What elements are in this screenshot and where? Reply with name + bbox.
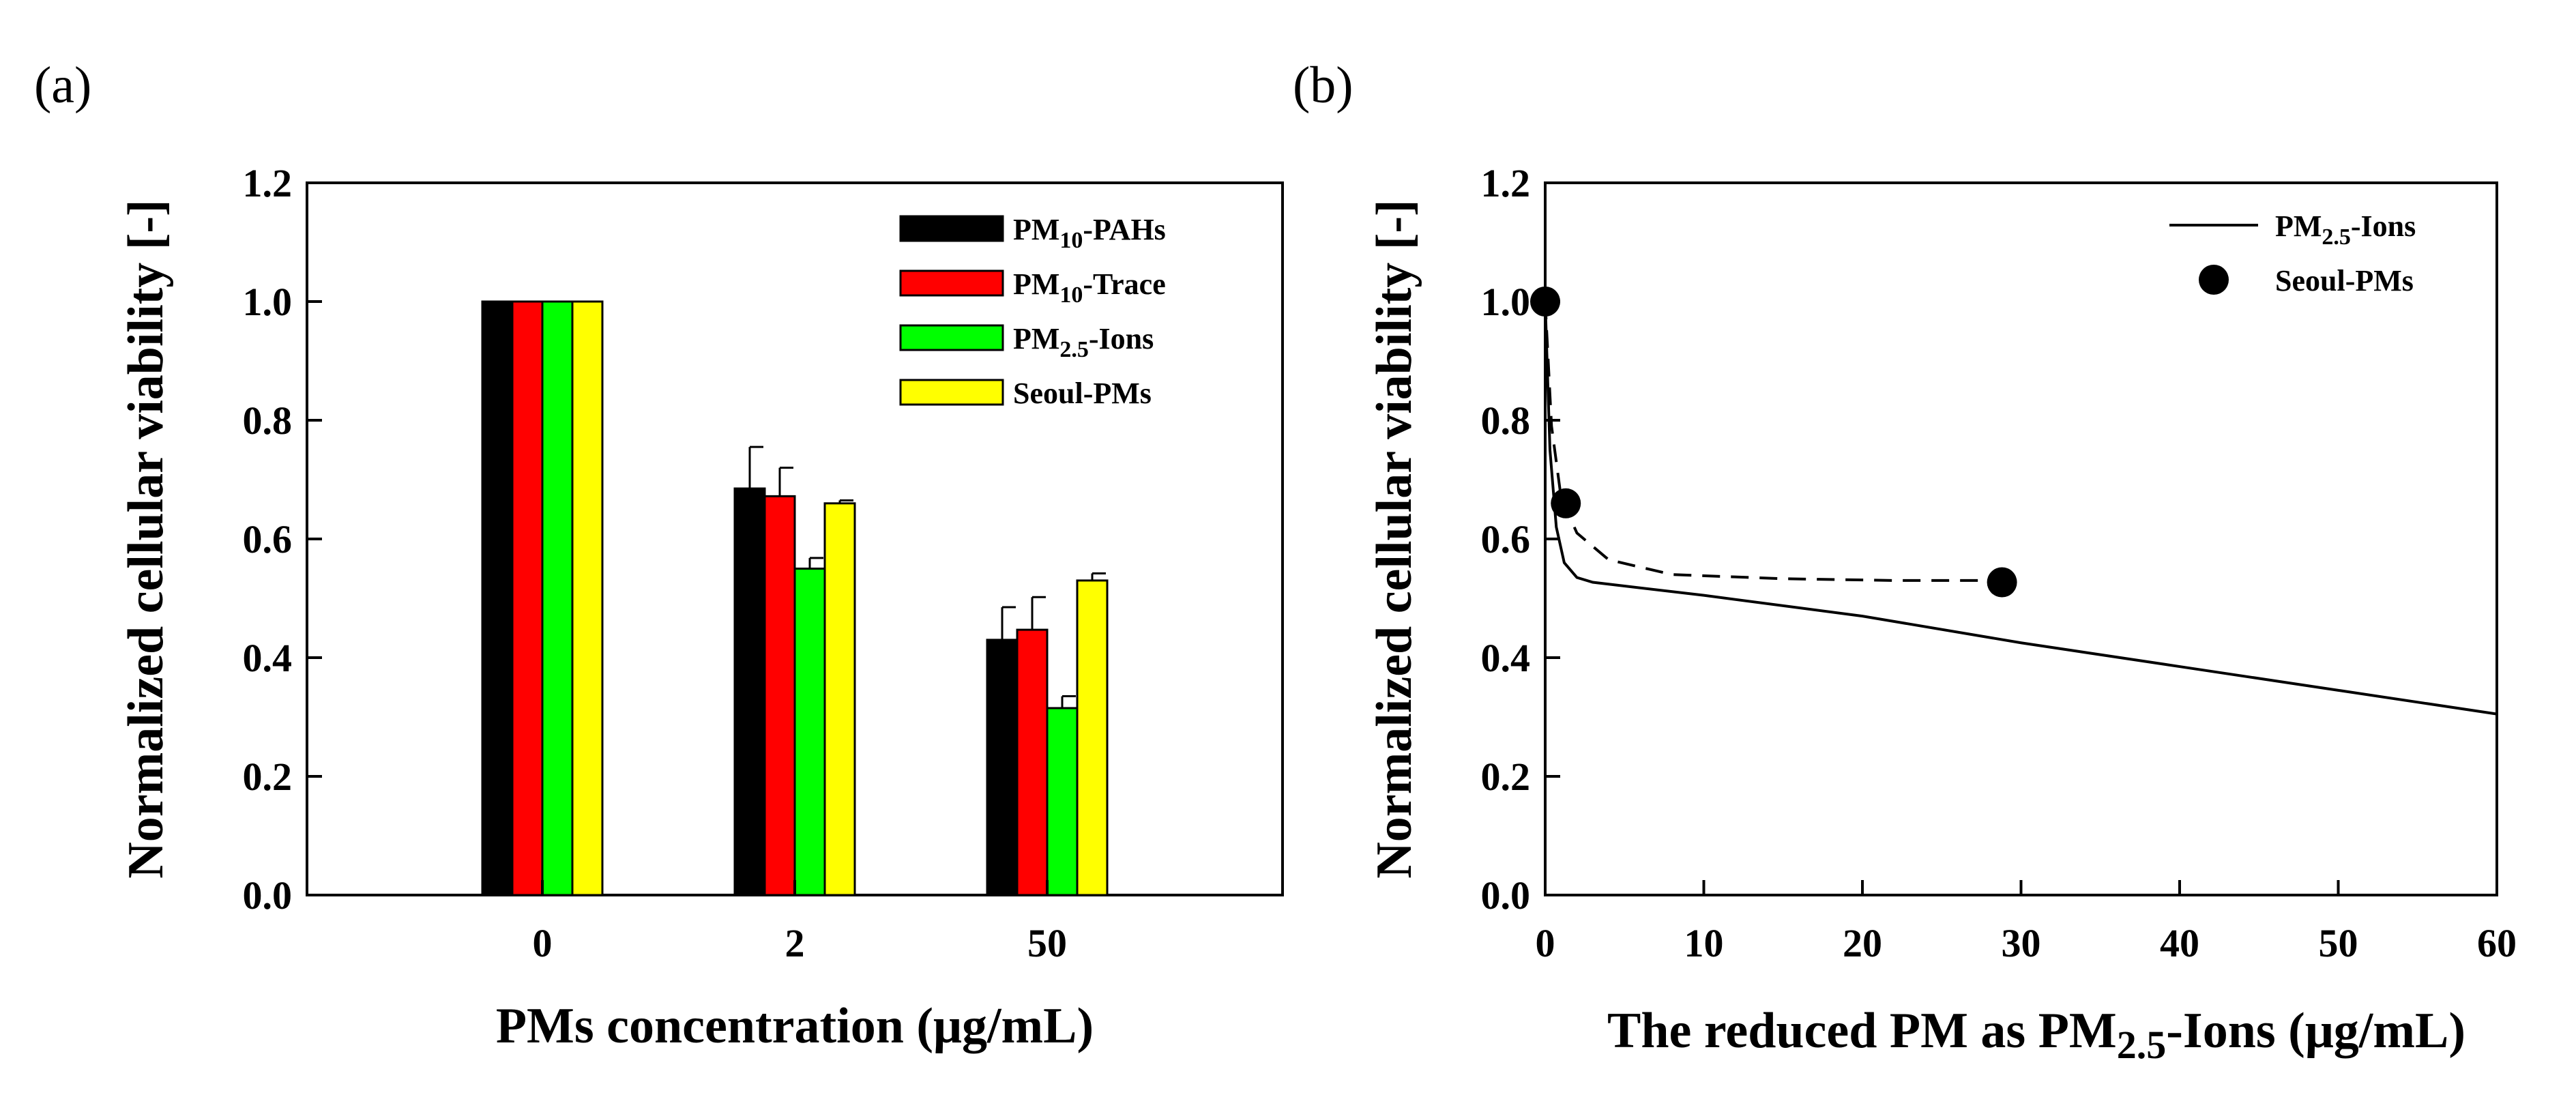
panel-a-ylabel: Normalized cellular viability [-] <box>118 199 174 878</box>
a-ytick-label: 0.0 <box>243 873 293 918</box>
panel-b-ylabel: Normalized cellular viability [-] <box>1366 199 1422 878</box>
a-legend-swatch <box>899 379 1004 406</box>
a-bar <box>733 487 766 896</box>
a-bar <box>511 300 544 896</box>
panel-b-label: (b) <box>1293 57 1353 114</box>
a-ytick-label: 0.6 <box>243 517 293 561</box>
a-legend-swatch <box>899 269 1004 297</box>
b-data-point <box>1551 488 1581 518</box>
panel-b-xlabel: The reduced PM as PM2.5-Ions (μg/mL) <box>1607 1003 2465 1067</box>
panel-b-line-chart: (b) 0.0 0.2 0.4 0.6 0.8 1.0 1.2 0 10 20 30 40 50 60 T… <box>1293 57 2517 1067</box>
a-ytick-label: 0.4 <box>243 636 293 680</box>
panel-a-legend: PM10-PAHs PM10-Trace PM2.5-Ions Seoul-PMs <box>899 213 1166 410</box>
a-bar <box>1046 707 1079 896</box>
b-xtick-label: 0 <box>1536 921 1555 965</box>
panel-b-legend: PM2.5-Ions Seoul-PMs <box>2169 209 2416 297</box>
b-xtick-label: 40 <box>2160 921 2199 965</box>
a-bar <box>823 502 856 896</box>
a-bar <box>541 300 574 896</box>
b-xtick-label: 10 <box>1684 921 1724 965</box>
a-legend-swatch <box>899 215 1004 242</box>
b-legend-label: PM2.5-Ions <box>2275 209 2416 250</box>
b-data-point <box>1530 287 1560 317</box>
a-ytick-label: 0.2 <box>243 755 293 799</box>
b-ytick-label: 0.6 <box>1481 517 1531 561</box>
a-ytick-label: 1.2 <box>243 161 293 205</box>
b-ytick-label: 0.4 <box>1481 636 1531 680</box>
b-legend-marker <box>2199 265 2229 295</box>
a-bar <box>763 495 796 896</box>
a-xtick-label: 0 <box>533 921 553 965</box>
b-data-point <box>1987 567 2017 598</box>
b-xtick-label: 50 <box>2319 921 2358 965</box>
b-legend-label: Seoul-PMs <box>2275 264 2414 297</box>
a-bar <box>1016 628 1049 896</box>
b-dashed-fit-line <box>1544 301 2002 582</box>
a-bar <box>571 300 604 896</box>
b-ytick-label: 1.2 <box>1481 161 1531 205</box>
a-bar <box>481 300 514 896</box>
a-legend-label: PM10-PAHs <box>1013 213 1166 253</box>
b-ytick-label: 0.2 <box>1481 755 1531 799</box>
a-legend-label: PM10-Trace <box>1013 267 1166 308</box>
a-ytick-label: 1.0 <box>243 280 293 324</box>
b-ytick-label: 0.0 <box>1481 873 1531 918</box>
b-ytick-label: 1.0 <box>1481 280 1531 324</box>
a-legend-label: Seoul-PMs <box>1013 377 1152 410</box>
a-legend-label: PM2.5-Ions <box>1013 322 1154 362</box>
a-xtick-label: 50 <box>1027 921 1067 965</box>
a-ytick-label: 0.8 <box>243 398 293 443</box>
a-bar <box>1076 579 1109 896</box>
panel-a-label: (a) <box>34 57 91 114</box>
a-bar <box>793 568 826 896</box>
a-legend-swatch <box>899 324 1004 351</box>
panel-a-bar-chart: (a) 0.0 0.2 0.4 0.6 0.8 1.0 1.2 0 2 50 PMs conce… <box>34 57 1284 1054</box>
b-xtick-label: 20 <box>1843 921 1882 965</box>
b-solid-line <box>1544 301 2498 716</box>
b-ytick-label: 0.8 <box>1481 398 1531 443</box>
panel-a-xlabel: PMs concentration (μg/mL) <box>496 998 1094 1054</box>
a-xtick-label: 2 <box>785 921 805 965</box>
a-bar <box>986 639 1019 896</box>
b-xtick-label: 60 <box>2477 921 2517 965</box>
b-xtick-label: 30 <box>2002 921 2041 965</box>
